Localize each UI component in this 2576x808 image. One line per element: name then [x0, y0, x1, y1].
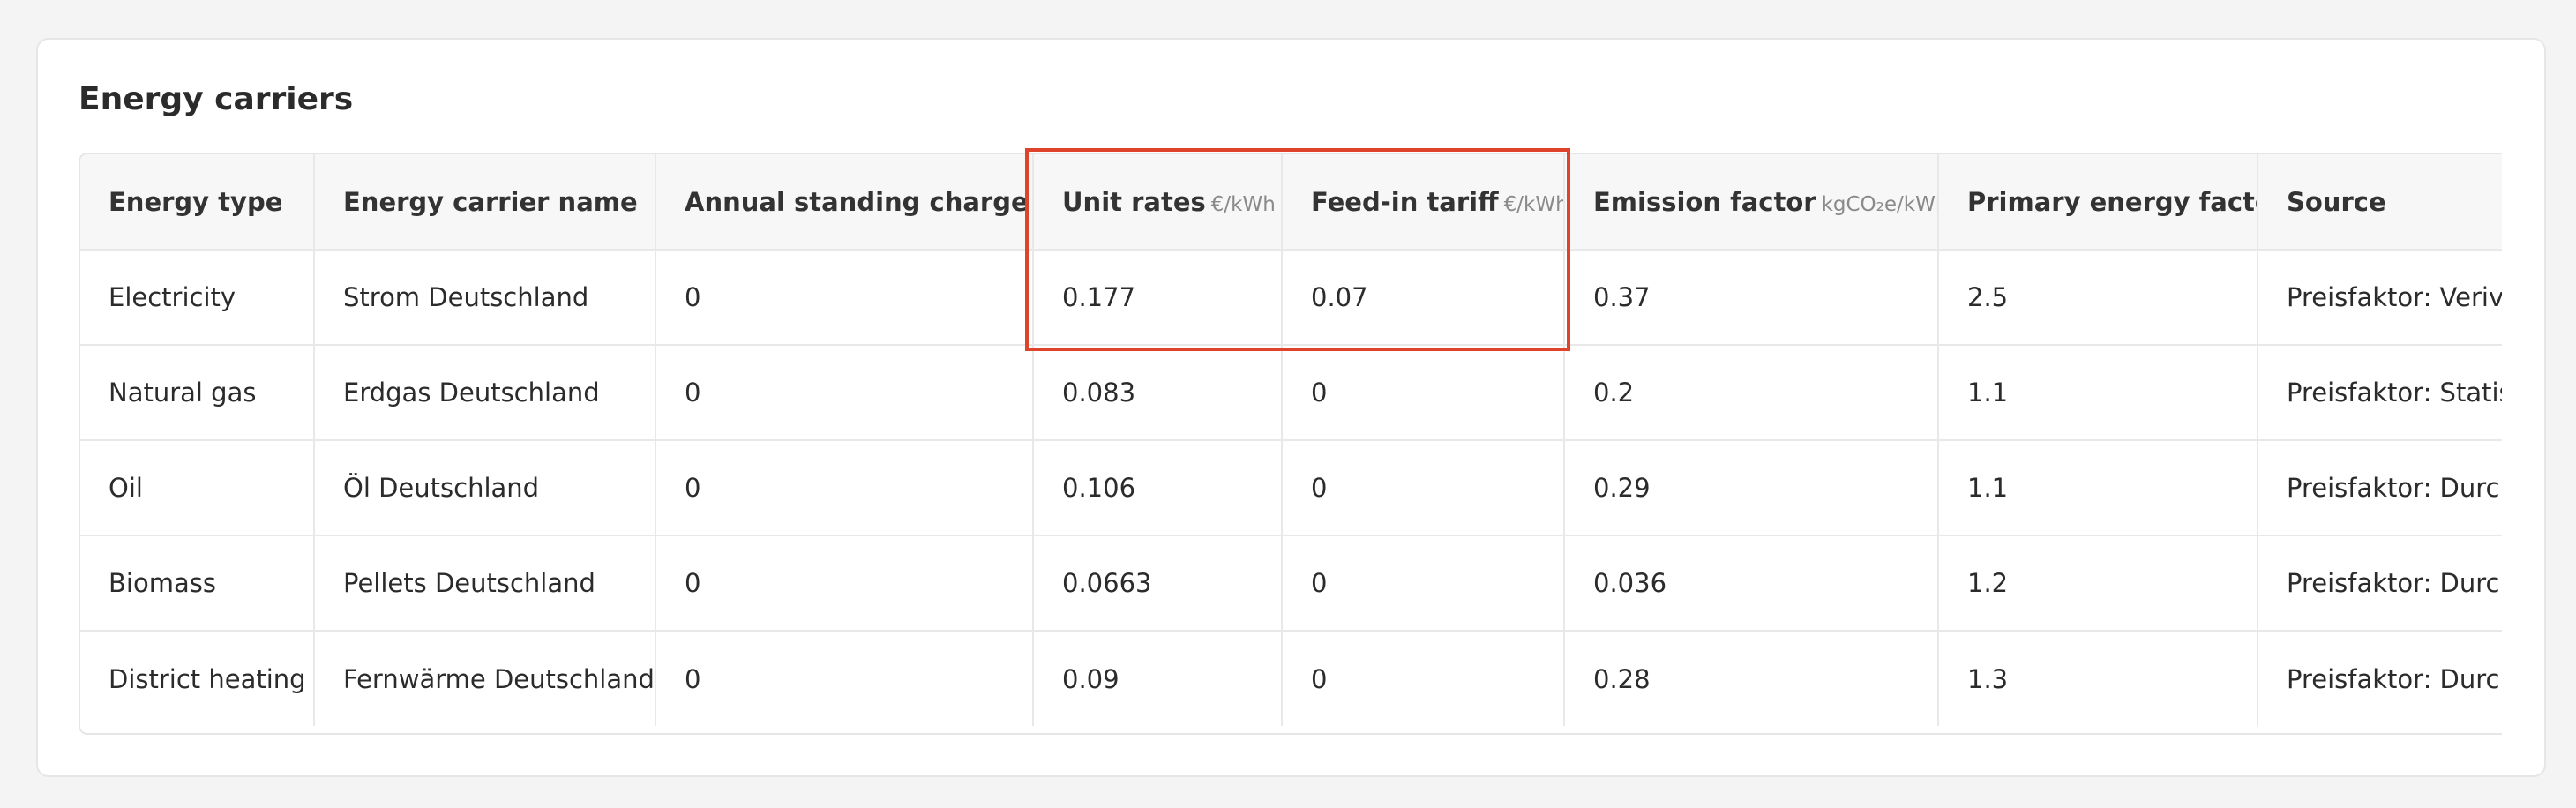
table-cell: 0.0663 — [1033, 535, 1283, 632]
header-label: Annual standing charge — [685, 186, 1029, 217]
column-header: Annual standing charge€/a — [655, 154, 1034, 251]
table-cell: 0.177 — [1033, 250, 1283, 346]
header-row: Energy type Energy carrier name Annual sta… — [80, 154, 2502, 251]
table-cell: 0 — [1282, 631, 1565, 726]
table-cell: Fernwärme Deutschland — [314, 631, 656, 726]
section-title: Energy carriers — [79, 81, 354, 117]
table-cell: Biomass — [80, 535, 315, 632]
table-cell: 0 — [655, 535, 1034, 632]
table-cell: Preisfaktor: Durchs — [2258, 631, 2502, 726]
header-label: Energy carrier name — [343, 186, 638, 217]
column-header: Primary energy factor — [1938, 154, 2258, 251]
table-cell: District heating — [80, 631, 315, 726]
table-cell: Preisfaktor: Durchs — [2258, 440, 2502, 536]
table-container: Energy type Energy carrier name Annual sta… — [79, 153, 2502, 735]
table-cell: 0.106 — [1033, 440, 1283, 536]
table-cell: 0.036 — [1564, 535, 1939, 632]
header-label: Energy type — [109, 186, 283, 217]
column-header: Feed-in tariff €/kWh — [1282, 154, 1565, 251]
table-cell: Natural gas — [80, 345, 315, 441]
table-cell: 0 — [655, 250, 1034, 346]
table-body: Electricity Strom Deutschland 0 0.177 0.07 0.… — [80, 250, 2502, 726]
table-row: Oil Öl Deutschland 0 0.106 0 0.29 1.1 Preisfakt… — [80, 440, 2502, 536]
table-cell: 0 — [1282, 440, 1565, 536]
table-cell: Oil — [80, 440, 315, 536]
table-cell: 0.37 — [1564, 250, 1939, 346]
header-label: Primary energy factor — [1967, 186, 2258, 217]
header-label: Unit rates — [1062, 186, 1206, 217]
table-cell: 0.2 — [1564, 345, 1939, 441]
table-cell: 1.2 — [1938, 535, 2258, 632]
table-cell: Erdgas Deutschland — [314, 345, 656, 441]
table-cell: 1.1 — [1938, 345, 2258, 441]
table-row: Biomass Pellets Deutschland 0 0.0663 0 0.036 1… — [80, 535, 2502, 632]
header-unit: €/kWh — [1210, 192, 1276, 216]
table-cell: 0.09 — [1033, 631, 1283, 726]
table-cell: 1.3 — [1938, 631, 2258, 726]
table-cell: Pellets Deutschland — [314, 535, 656, 632]
table-cell: 0 — [655, 440, 1034, 536]
table-cell: 0 — [1282, 345, 1565, 441]
table-row: Electricity Strom Deutschland 0 0.177 0.07 0.… — [80, 250, 2502, 346]
header-unit: kgCO₂e/kWh — [1821, 192, 1938, 216]
column-header: Source — [2258, 154, 2502, 251]
table-cell: Öl Deutschland — [314, 440, 656, 536]
table-cell: 2.5 — [1938, 250, 2258, 346]
column-header: Unit rates €/kWh — [1033, 154, 1283, 251]
table-cell: 1.1 — [1938, 440, 2258, 536]
table-cell: 0 — [1282, 535, 1565, 632]
table-cell: 0.28 — [1564, 631, 1939, 726]
header-label: Feed-in tariff — [1311, 186, 1499, 217]
table-cell: Strom Deutschland — [314, 250, 656, 346]
header-unit: €/kWh — [1503, 192, 1564, 216]
table-cell: 0.07 — [1282, 250, 1565, 346]
table-cell: Preisfaktor: Durchs — [2258, 535, 2502, 632]
energy-table: Energy type Energy carrier name Annual sta… — [80, 154, 2502, 726]
table-row: Natural gas Erdgas Deutschland 0 0.083 0 0.2 1… — [80, 345, 2502, 441]
column-header: Energy type — [80, 154, 315, 251]
table-cell: Preisfaktor: Verivox — [2258, 250, 2502, 346]
table-cell: Electricity — [80, 250, 315, 346]
table-cell: Preisfaktor: Statisti — [2258, 345, 2502, 441]
table-cell: 0.29 — [1564, 440, 1939, 536]
header-label: Source — [2287, 186, 2386, 217]
table-cell: 0 — [655, 345, 1034, 441]
header-label: Emission factor — [1593, 186, 1816, 217]
table-cell: 0.083 — [1033, 345, 1283, 441]
table-row: District heating Fernwärme Deutschland 0 0.… — [80, 631, 2502, 726]
column-header: Emission factor kgCO₂e/kWh — [1564, 154, 1939, 251]
column-header: Energy carrier name — [314, 154, 656, 251]
table-cell: 0 — [655, 631, 1034, 726]
